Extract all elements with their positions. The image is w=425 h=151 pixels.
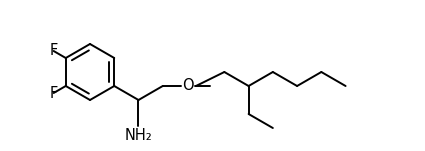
Text: F: F <box>49 85 58 101</box>
Text: O: O <box>182 79 194 93</box>
Text: F: F <box>49 43 58 58</box>
Text: NH₂: NH₂ <box>125 127 153 143</box>
